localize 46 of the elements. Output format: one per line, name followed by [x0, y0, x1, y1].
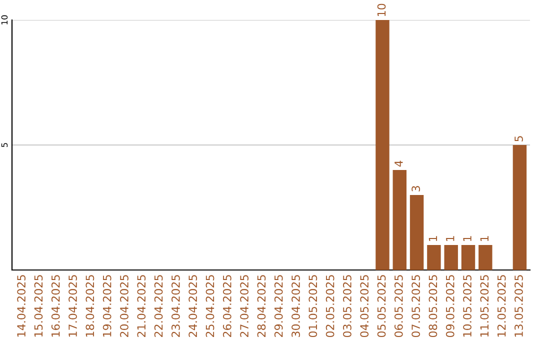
x-tick-label: 24.04.2025 — [188, 275, 198, 337]
data-label: 4 — [394, 160, 403, 167]
x-tick-label: 14.04.2025 — [17, 275, 26, 337]
x-tick-label: 04.05.2025 — [360, 275, 369, 338]
x-tick-label: 15.04.2025 — [34, 275, 43, 337]
x-tick-label: 03.05.2025 — [343, 275, 352, 338]
x-tick-label: 27.04.2025 — [240, 275, 248, 337]
x-tick-label: 22.04.2025 — [154, 275, 163, 337]
x-tick-label: 30.04.2025 — [292, 275, 300, 337]
x-tick-label: 13.05.2025 — [514, 275, 523, 337]
x-tick-label: 09.05.2025 — [446, 275, 454, 338]
bar — [376, 20, 390, 270]
bar — [427, 245, 441, 270]
x-tick-label: 21.04.2025 — [137, 275, 146, 337]
x-tick-label: 07.05.2025 — [412, 275, 420, 338]
x-tick-label: 02.05.2025 — [326, 275, 334, 338]
bar — [410, 195, 424, 270]
x-tick-label: 05.05.2025 — [377, 275, 386, 338]
x-tick-label: 11.05.2025 — [480, 275, 489, 337]
x-tick-label: 10.05.2025 — [463, 275, 472, 337]
data-label: 5 — [514, 136, 523, 142]
data-label: 1 — [428, 236, 438, 241]
x-tick-label: 26.04.2025 — [222, 275, 232, 337]
x-tick-label: 20.04.2025 — [120, 275, 128, 337]
x-tick-label: 01.05.2025 — [308, 275, 318, 338]
x-tick-label: 06.05.2025 — [394, 275, 403, 338]
x-tick-label: 18.04.2025 — [86, 275, 94, 337]
bar — [461, 245, 476, 270]
data-label: 1 — [480, 236, 488, 241]
x-tick-label: 23.04.2025 — [171, 275, 180, 337]
bar — [512, 145, 527, 270]
data-label: 1 — [463, 236, 472, 241]
data-label: 1 — [446, 236, 454, 241]
data-label: 10 — [377, 4, 386, 16]
x-tick-label: 29.04.2025 — [274, 275, 283, 337]
x-tick-label: 28.04.2025 — [257, 275, 266, 337]
x-tick-label: 25.04.2025 — [206, 275, 214, 337]
bar — [444, 245, 458, 270]
x-tick-label: 12.05.2025 — [497, 275, 506, 337]
data-label: 3 — [412, 186, 420, 192]
x-tick-label: 16.04.2025 — [51, 275, 60, 337]
bar — [392, 170, 407, 270]
x-tick-label: 08.05.2025 — [428, 275, 438, 338]
x-tick-label: 17.04.2025 — [68, 275, 77, 337]
x-tick-label: 19.04.2025 — [102, 275, 112, 337]
bar — [478, 245, 492, 270]
